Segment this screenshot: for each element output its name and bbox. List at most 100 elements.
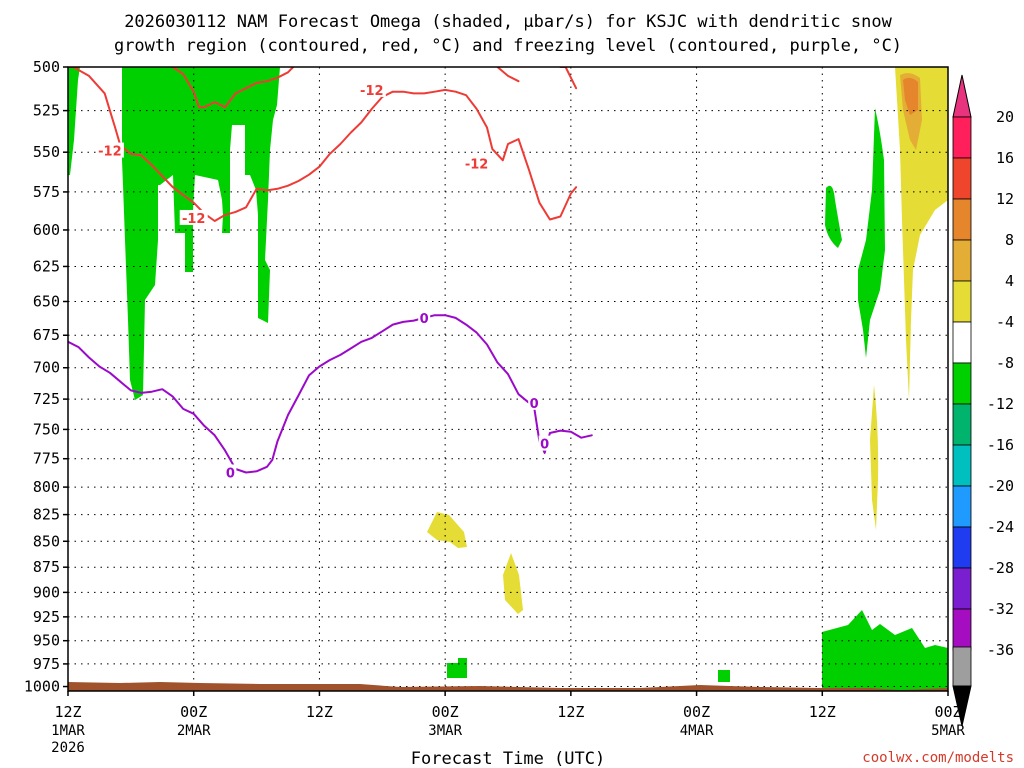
time-tick-label: 12Z — [557, 703, 584, 721]
pressure-tick-label: 950 — [33, 632, 60, 650]
colorbar-label: 20 — [996, 108, 1014, 126]
colorbar-label: 4 — [1005, 272, 1014, 290]
colorbar-swatch — [952, 485, 972, 528]
pressure-tick-label: 725 — [33, 390, 60, 408]
contour-label-bg — [357, 81, 386, 97]
pressure-tick-label: 775 — [33, 450, 60, 468]
contour-label: -12 — [465, 157, 489, 172]
pressure-tick-label: 550 — [33, 143, 60, 161]
colorbar-swatch — [952, 157, 972, 200]
omega-yellow-region — [503, 553, 523, 614]
colorbar-label: 12 — [996, 190, 1014, 208]
colorbar-swatch — [952, 567, 972, 610]
omega-yellow-region — [427, 512, 467, 548]
contour-line — [72, 67, 578, 222]
colorbar-bottom-arrow — [952, 685, 972, 727]
colorbar-label: -4 — [996, 313, 1014, 331]
pressure-tick-label: 900 — [33, 583, 60, 601]
omega-green-region — [858, 108, 885, 358]
colorbar-label: -28 — [987, 559, 1014, 577]
time-tick-label: 00Z — [180, 703, 207, 721]
time-tick-date: 1MAR — [51, 723, 85, 739]
colorbar-swatch — [952, 646, 972, 687]
colorbar-label: -16 — [987, 436, 1014, 454]
pressure-tick-label: 700 — [33, 359, 60, 377]
time-tick-label: 00Z — [934, 703, 961, 721]
time-tick-date: 4MAR — [680, 723, 714, 739]
plot-frame — [67, 66, 949, 692]
contour-line — [559, 67, 578, 90]
colorbar-swatch — [952, 444, 972, 487]
omega-shading — [68, 67, 948, 690]
colorbar-label: -36 — [987, 641, 1014, 659]
colorbar-label: -24 — [987, 518, 1014, 536]
omega-yellow-region — [895, 67, 948, 400]
omega-green-region — [68, 67, 80, 175]
omega-green-region — [822, 610, 948, 690]
contour-label-bg — [538, 435, 551, 451]
contour-line — [496, 67, 520, 83]
contour-label-bg — [95, 142, 124, 158]
pressure-tick-label: 800 — [33, 478, 60, 496]
chart-title-line1: 2026030112 NAM Forecast Omega (shaded, μ… — [124, 12, 892, 32]
omega-orange-region — [903, 77, 918, 115]
pressure-tick-label: 600 — [33, 221, 60, 239]
contour-label: 0 — [530, 397, 539, 412]
pressure-axis: 500 525 550 575 600 625 650 675 700 725 750 775 800 8… — [24, 58, 68, 696]
colorbar-swatch — [952, 239, 972, 282]
omega-yellow-region — [940, 80, 948, 170]
pressure-tick-label: 825 — [33, 506, 60, 524]
pressure-tick-label: 850 — [33, 532, 60, 550]
colorbar-swatch — [952, 280, 972, 323]
pressure-tick-label: 525 — [33, 102, 60, 120]
contour-lines — [68, 67, 593, 474]
contour-labels: -12 -12 -12 -12 0 0 0 0 — [95, 81, 551, 481]
colorbar-swatch — [952, 403, 972, 446]
time-tick-label: 12Z — [809, 703, 836, 721]
colorbar-swatch — [952, 321, 972, 364]
colorbar-swatch — [952, 198, 972, 241]
contour-label-bg — [528, 394, 541, 410]
omega-green-region — [122, 67, 280, 400]
pressure-tick-label: 500 — [33, 58, 60, 76]
pressure-tick-label: 675 — [33, 326, 60, 344]
omega-green-region — [718, 670, 730, 682]
colorbar-swatch — [952, 526, 972, 569]
time-tick-date: 3MAR — [428, 723, 462, 739]
time-tick-label: 12Z — [54, 703, 81, 721]
pressure-tick-label: 750 — [33, 420, 60, 438]
source-credit: coolwx.com/modelts — [862, 750, 1014, 766]
pressure-tick-label: 975 — [33, 655, 60, 673]
omega-yellow-region — [870, 385, 879, 530]
colorbar-swatch — [952, 116, 972, 159]
time-tick-label: 00Z — [683, 703, 710, 721]
omega-green-region — [447, 658, 467, 678]
contour-line — [68, 314, 593, 474]
contour-label-bg — [462, 155, 491, 171]
contour-label: -12 — [98, 145, 122, 160]
colorbar-label: -8 — [996, 354, 1014, 372]
contour-label: 0 — [226, 466, 235, 481]
contour-label: 0 — [420, 312, 429, 327]
contour-line — [171, 67, 295, 109]
time-tick-label: 00Z — [432, 703, 459, 721]
pressure-tick-label: 875 — [33, 558, 60, 576]
contour-label-bg — [224, 464, 237, 480]
contour-label: -12 — [182, 212, 206, 227]
time-tick-year: 2026 — [51, 740, 85, 756]
omega-green-region — [825, 185, 842, 248]
colorbar-top-arrow — [952, 74, 972, 118]
x-axis-title: Forecast Time (UTC) — [411, 749, 605, 768]
pressure-tick-label: 575 — [33, 183, 60, 201]
colorbar-label: 8 — [1005, 231, 1014, 249]
omega-colorbar: 20 16 12 8 4 -4 -8 -12 -16 -20 -24 -28 -32 -36 — [952, 74, 1014, 727]
pressure-tick-label: 650 — [33, 293, 60, 311]
time-tick-label: 12Z — [306, 703, 333, 721]
time-tick-date: 5MAR — [931, 723, 965, 739]
pressure-tick-label: 625 — [33, 257, 60, 275]
time-tick-date: 2MAR — [177, 723, 211, 739]
pressure-tick-label: 1000 — [24, 678, 60, 696]
pressure-tick-label: 925 — [33, 608, 60, 626]
